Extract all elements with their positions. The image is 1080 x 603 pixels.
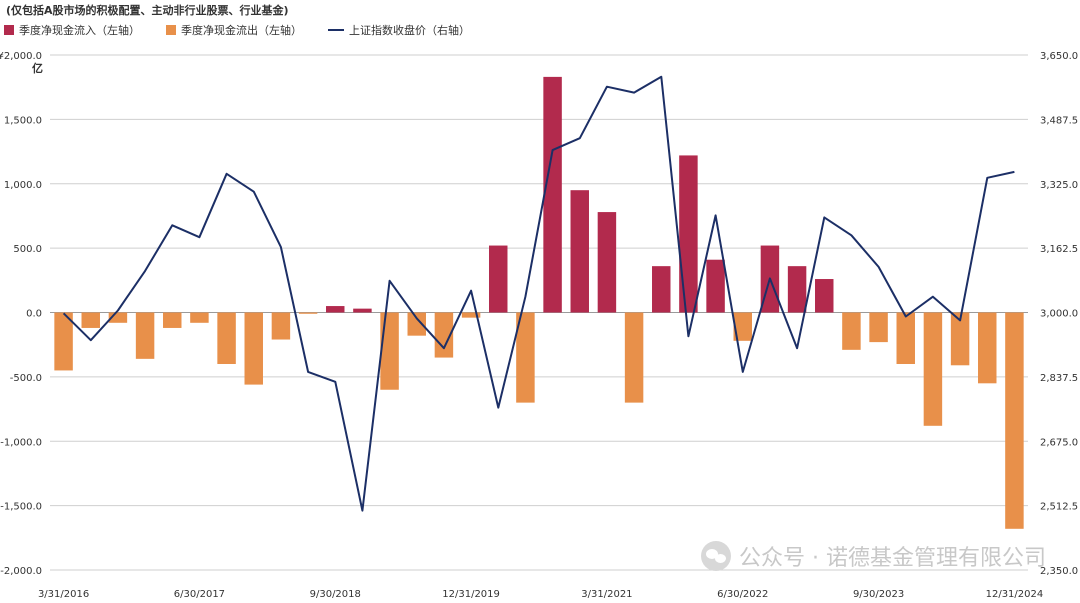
bar-outflow (271, 312, 291, 340)
legend-swatch-inflow (4, 25, 14, 35)
line-layer (62, 75, 1015, 512)
bar-outflow (108, 312, 128, 323)
y-left-tick-label: -500.0 (10, 373, 42, 384)
bar-outflow (163, 312, 182, 328)
chart-legend: 季度净现金流入（左轴） 季度净现金流出（左轴） 上证指数收盘价（右轴） (4, 22, 470, 38)
bar-inflow (543, 76, 562, 313)
y-left-tick-label: 0.0 (26, 309, 42, 320)
x-tick-label: 9/30/2023 (853, 589, 904, 600)
x-tick-label: 9/30/2018 (310, 589, 361, 600)
y-left-tick-label: 1,000.0 (4, 180, 42, 191)
chart-subtitle: (仅包括A股市场的积极配置、主动非行业股票、行业基金) (6, 4, 289, 17)
bar-outflow (190, 312, 209, 323)
bar-outflow (298, 312, 318, 314)
bar-outflow (923, 312, 943, 426)
legend-label-index: 上证指数收盘价（右轴） (349, 24, 470, 37)
bar-inflow (652, 266, 671, 313)
y-left-unit-label: 亿 (32, 62, 43, 75)
y-left-tick-label: 500.0 (13, 244, 42, 255)
x-tick-label: 12/31/2019 (442, 589, 500, 600)
y-right-tick-label: 3,000.0 (1040, 309, 1078, 320)
index-series-line (62, 75, 1015, 512)
y-right-tick-label: 3,487.5 (1040, 115, 1078, 126)
bar-outflow (733, 312, 752, 341)
legend-item-outflow: 季度净现金流出（左轴） (166, 22, 302, 38)
x-tick-label: 3/31/2021 (581, 589, 632, 600)
bar-outflow (461, 312, 481, 318)
bar-outflow (896, 312, 915, 364)
bar-inflow (679, 155, 698, 313)
bar-inflow (353, 308, 372, 313)
watermark-text: 公众号 · 诺德基金管理有限公司 (739, 546, 1046, 571)
bar-outflow (869, 312, 888, 343)
bar-inflow (706, 259, 725, 313)
y-left-tick-label: -1,000.0 (0, 437, 42, 448)
bar-outflow (978, 312, 997, 384)
legend-swatch-index (328, 29, 344, 31)
legend-item-index: 上证指数收盘价（右轴） (328, 22, 470, 38)
bar-outflow (380, 312, 399, 390)
bar-outflow (407, 312, 426, 336)
bar-inflow (787, 266, 807, 313)
axis-layer: -2,000.0 2,350.0 -1,500.0 2,512.5 -1,000.0 2,… (0, 51, 1078, 600)
wechat-icon (701, 541, 732, 571)
bar-inflow (815, 279, 834, 313)
bar-inflow (597, 212, 617, 313)
y-left-tick-label: 1,500.0 (4, 115, 42, 126)
legend-label-inflow: 季度净现金流入（左轴） (19, 24, 140, 37)
grid-layer (50, 54, 1028, 571)
x-tick-label: 3/31/2016 (38, 589, 89, 600)
bar-outflow (1005, 312, 1024, 529)
legend-swatch-outflow (166, 25, 176, 35)
y-right-tick-label: 2,837.5 (1040, 373, 1078, 384)
x-tick-label: 6/30/2017 (174, 589, 225, 600)
bar-outflow (135, 312, 155, 359)
y-right-tick-label: 3,325.0 (1040, 180, 1078, 191)
bar-outflow (516, 312, 535, 403)
bar-inflow (570, 190, 589, 313)
bar-inflow (326, 306, 345, 313)
y-right-tick-label: 2,512.5 (1040, 502, 1078, 513)
y-left-tick-label: ¥2,000.0 (0, 51, 42, 62)
y-right-tick-label: 3,162.5 (1040, 244, 1078, 255)
bar-outflow (624, 312, 644, 403)
legend-item-inflow: 季度净现金流入（左轴） (4, 22, 140, 38)
bar-outflow (217, 312, 236, 364)
bar-outflow (842, 312, 861, 350)
legend-label-outflow: 季度净现金流出（左轴） (181, 24, 302, 37)
y-left-tick-label: -2,000.0 (0, 566, 42, 577)
bar-layer (54, 76, 1024, 529)
x-tick-label: 12/31/2024 (986, 589, 1044, 600)
bar-outflow (950, 312, 970, 366)
y-right-tick-label: 2,675.0 (1040, 437, 1078, 448)
bar-outflow (81, 312, 100, 328)
bar-outflow (434, 312, 454, 358)
bar-outflow (244, 312, 263, 385)
y-right-tick-label: 2,350.0 (1040, 566, 1078, 577)
y-left-tick-label: -1,500.0 (0, 502, 42, 513)
watermark: 公众号 · 诺德基金管理有限公司 (701, 540, 1046, 572)
x-tick-label: 6/30/2022 (717, 589, 768, 600)
bar-outflow (54, 312, 73, 371)
y-right-tick-label: 3,650.0 (1040, 51, 1078, 62)
bar-inflow (489, 245, 508, 313)
